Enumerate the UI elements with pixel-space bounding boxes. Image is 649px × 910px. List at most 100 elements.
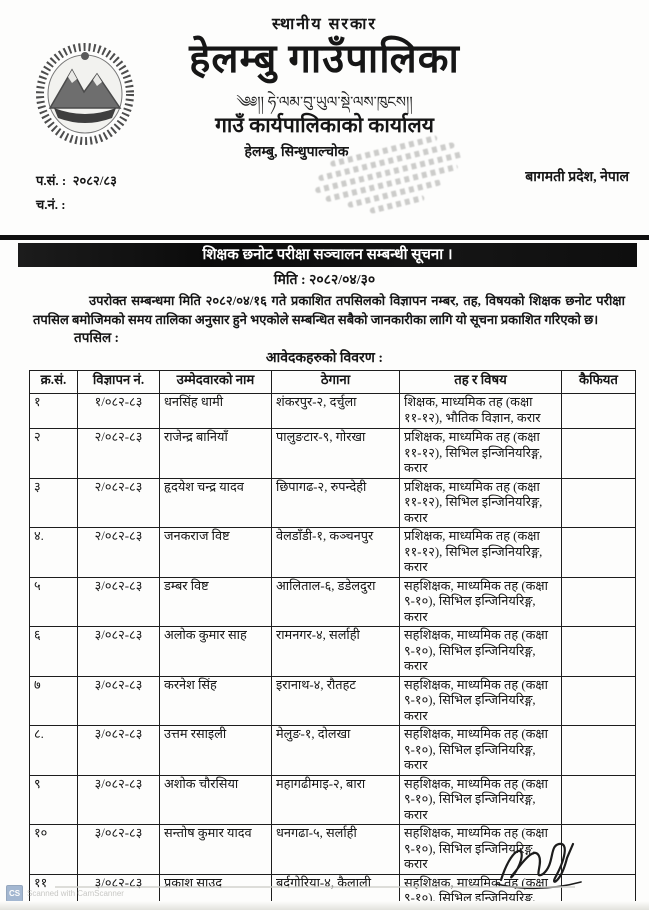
table-cell: रामनगर-४, सर्लाही <box>271 626 400 677</box>
table-cell: सहशिक्षक, माध्यमिक तह (कक्षा ९-१०), सिभि… <box>399 774 562 825</box>
table-row: ६ ३/०८२-८३ अलोक कुमार साह रामनगर-४, सर्लाही… <box>29 626 636 677</box>
table-cell <box>561 675 636 726</box>
column-header: ठेगाना <box>271 370 400 394</box>
reference-numbers: प.सं. : २०८२/८३ च.नं. : <box>36 169 117 217</box>
table-cell: हृदयेश चन्द्र यादव <box>159 477 272 528</box>
table-cell: इरानाथ-४, रौतहट <box>271 675 400 726</box>
table-cell: सहशिक्षक, माध्यमिक तह (कक्षा ९-१०), सिभि… <box>399 675 562 726</box>
table-row: १ १/०८२-८३ धनसिंह धामी शंकरपुर-२, दर्चुला शि… <box>29 393 636 429</box>
table-row: ५ ३/०८२-८३ डम्बर विष्ट आलिताल-६, डडेलदुरा सह… <box>29 576 636 627</box>
column-header: विज्ञापन नं. <box>77 370 160 394</box>
municipality-title: हेलम्बु गाउँपालिका <box>189 36 460 81</box>
table-cell: जनकराज विष्ट <box>159 527 272 578</box>
table-cell: छिपागढ-२, रुपन्देही <box>271 477 400 528</box>
table-cell: ७ <box>29 675 78 726</box>
table-cell: आलिताल-६, डडेलदुरा <box>271 576 400 627</box>
table-cell: उत्तम रसाइली <box>159 725 272 776</box>
table-cell: प्रशिक्षक, माध्यमिक तह (कक्षा ११-१२), सि… <box>399 428 562 479</box>
signature-graphic <box>496 842 582 890</box>
table-cell <box>561 774 636 825</box>
signature-scribble <box>491 838 587 896</box>
table-cell: प्रशिक्षक, माध्यमिक तह (कक्षा ११-१२), सि… <box>399 527 562 578</box>
government-type-label: स्थानीय सरकार <box>272 16 377 33</box>
table-cell <box>561 393 636 429</box>
table-cell: सहशिक्षक, माध्यमिक तह (कक्षा ९-१०), सिभि… <box>399 824 562 875</box>
scan-artifact-line <box>55 886 575 888</box>
letter-meta: प.सं. : २०८२/८३ च.नं. : बागमती प्रदेश, ने… <box>0 161 649 219</box>
table-cell <box>561 725 636 776</box>
table-cell: सहशिक्षक, माध्यमिक तह (कक्षा ९-१०), सिभि… <box>399 576 562 627</box>
table-cell: ३/०८२-८३ <box>77 626 160 677</box>
column-header: तह र विषय <box>399 370 562 394</box>
table-cell <box>561 527 636 578</box>
table-row: ३ २/०८२-८३ हृदयेश चन्द्र यादव छिपागढ-२, रुप… <box>29 477 636 528</box>
table-cell: पालुङटार-९, गोरखा <box>271 428 400 479</box>
table-cell <box>561 576 636 627</box>
table-cell: अलोक कुमार साह <box>159 626 272 677</box>
table-row: ८. ३/०८२-८३ उत्तम रसाइली मेलुङ-१, दोलखा सहशि… <box>29 725 636 776</box>
table-cell: वेलडाँडी-१, कञ्चनपुर <box>271 527 400 578</box>
table-cell: ३/०८२-८३ <box>77 774 160 825</box>
table-header-row: क्र.सं. विज्ञापन नं. उम्मेदवारको नाम ठेगाना… <box>29 370 636 394</box>
emblem-graphic <box>36 43 134 145</box>
province-label: बागमती प्रदेश, नेपाल <box>525 170 629 185</box>
scan-edge-shadow <box>0 901 649 910</box>
table-cell: २/०८२-८३ <box>77 477 160 528</box>
table-cell: ५ <box>29 576 78 627</box>
office-name: गाउँ कार्यपालिकाको कार्यालय <box>215 113 434 137</box>
table-cell: धनसिंह धामी <box>159 393 272 429</box>
dispatch-number: च.नं. : <box>36 197 66 212</box>
table-cell: ४. <box>29 527 78 578</box>
table-cell: ८. <box>29 725 78 776</box>
table-cell: ३ <box>29 477 78 528</box>
table-cell <box>561 626 636 677</box>
table-cell: अशोक चौरसिया <box>159 774 272 825</box>
table-cell: प्रशिक्षक, माध्यमिक तह (कक्षा ११-१२), सि… <box>399 477 562 528</box>
notice-body-paragraph: उपरोक्त सम्बन्धमा मिति २०८२/०४/१६ गते प्… <box>33 293 625 327</box>
notice-date: मिति : २०८२/०४/३० <box>273 273 376 288</box>
table-row: ७ ३/०८२-८३ करनेश सिंह इरानाथ-४, रौतहट सहशिक्… <box>29 675 636 726</box>
scanner-badge-icon: CS <box>6 885 23 902</box>
table-cell: ३/०८२-८३ <box>77 576 160 627</box>
table-cell: डम्बर विष्ट <box>159 576 272 627</box>
table-cell: राजेन्द्र बानियाँ <box>159 428 272 479</box>
ref-number: प.सं. : २०८२/८३ <box>36 173 117 188</box>
tapasil-label: तपसिल : <box>74 330 120 345</box>
table-row: ९ ३/०८२-८३ अशोक चौरसिया महागढीमाइ-२, बारा सह… <box>29 774 636 825</box>
table-cell: धनगढा-५, सर्लाही <box>271 824 400 875</box>
column-header: क्र.सं. <box>29 370 78 394</box>
table-cell: शंकरपुर-२, दर्चुला <box>271 393 400 429</box>
column-header: उम्मेदवारको नाम <box>159 370 272 394</box>
applicants-table-title: आवेदकहरुको विवरण : <box>265 351 384 366</box>
table-cell: ३/०८२-८३ <box>77 675 160 726</box>
table-cell: १० <box>29 824 78 875</box>
table-cell: महागढीमाइ-२, बारा <box>271 774 400 825</box>
table-cell: सहशिक्षक, माध्यमिक तह (कक्षा ९-१०), सिभि… <box>399 626 562 677</box>
table-cell: करनेश सिंह <box>159 675 272 726</box>
table-cell: १/०८२-८३ <box>77 393 160 429</box>
tibetan-script-line: ༄༅།། ཧེ་ལམ་བུ་ཡུལ་སྡེ་ལས་ཁུངས།། <box>236 95 413 111</box>
office-address: हेलम्बु, सिन्धुपाल्चोक <box>244 145 349 160</box>
table-body: १ १/०८२-८३ धनसिंह धामी शंकरपुर-२, दर्चुला शि… <box>29 393 636 910</box>
table-cell <box>561 428 636 479</box>
municipality-emblem-logo <box>34 42 136 150</box>
applicants-table: क्र.सं. विज्ञापन नं. उम्मेदवारको नाम ठेगाना… <box>29 370 636 910</box>
table-cell: १ <box>29 393 78 429</box>
table-cell: सन्तोष कुमार यादव <box>159 824 272 875</box>
table-cell: २/०८२-८३ <box>77 527 160 578</box>
notice-title-banner: शिक्षक छनोट परीक्षा सञ्चालन सम्बन्धी सूच… <box>18 243 637 267</box>
table-cell: ६ <box>29 626 78 677</box>
column-header: कैफियत <box>561 370 636 394</box>
table-cell: ३/०८२-८३ <box>77 824 160 875</box>
table-cell: सहशिक्षक, माध्यमिक तह (कक्षा ९-१०), सिभि… <box>399 725 562 776</box>
scanner-watermark: CS Scanned with CamScanner <box>6 885 124 902</box>
table-row: २ २/०८२-८३ राजेन्द्र बानियाँ पालुङटार-९, गो… <box>29 428 636 479</box>
table-row: ४. २/०८२-८३ जनकराज विष्ट वेलडाँडी-१, कञ्चनप… <box>29 527 636 578</box>
table-cell: ३/०८२-८३ <box>77 725 160 776</box>
table-cell: मेलुङ-१, दोलखा <box>271 725 400 776</box>
table-cell: २/०८२-८३ <box>77 428 160 479</box>
table-cell <box>561 477 636 528</box>
table-cell: शिक्षक, माध्यमिक तह (कक्षा ११-१२), भौतिक… <box>399 393 562 429</box>
divider-rule <box>0 235 649 240</box>
